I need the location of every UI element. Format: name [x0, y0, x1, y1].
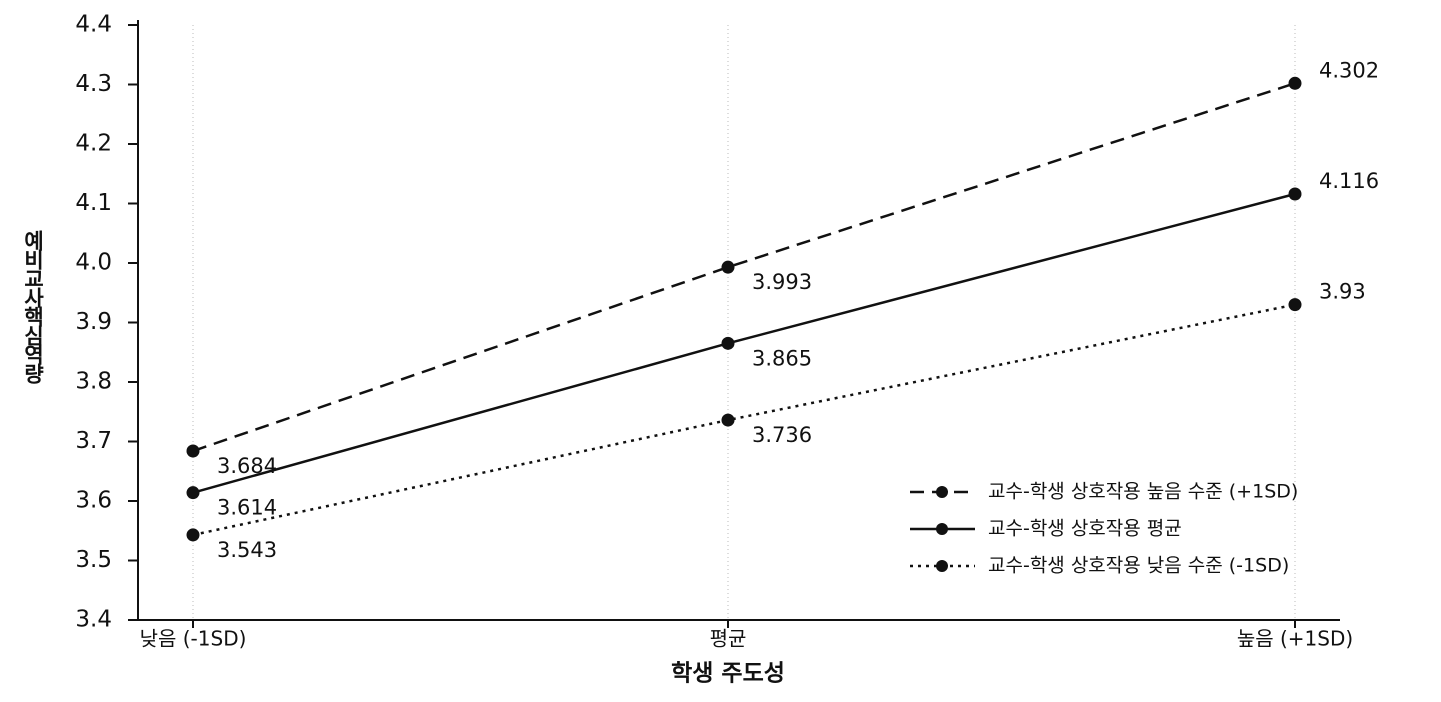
y-tick-label: 4.4 — [75, 12, 112, 38]
y-tick-label: 3.9 — [75, 309, 112, 335]
point — [1288, 76, 1302, 90]
point — [186, 444, 200, 458]
y-tick-label: 4.1 — [75, 190, 112, 216]
point — [186, 486, 200, 500]
point — [721, 336, 735, 350]
series-line — [192, 192, 1296, 494]
y-tick-label: 4.2 — [75, 131, 112, 157]
legend-marker — [936, 486, 948, 498]
data-label: 4.116 — [1319, 169, 1379, 193]
y-tick-label: 4.0 — [75, 250, 112, 276]
data-label: 3.543 — [217, 538, 277, 562]
x-tick-label: 평균 — [710, 627, 747, 651]
y-tick-label: 3.4 — [75, 607, 112, 633]
series-line — [192, 82, 1296, 453]
y-tick-label: 3.5 — [75, 547, 112, 573]
point — [186, 528, 200, 542]
y-axis-label: 예비교사핵심역량 — [21, 230, 45, 382]
y-tick-label: 3.7 — [75, 428, 112, 454]
data-label: 3.614 — [217, 496, 277, 520]
y-tick-label: 3.6 — [75, 488, 112, 514]
legend-marker — [936, 523, 948, 535]
y-tick-label: 4.3 — [75, 71, 112, 97]
point — [1288, 298, 1302, 312]
data-label: 4.302 — [1319, 58, 1379, 82]
data-label: 3.865 — [752, 346, 812, 370]
data-label: 3.93 — [1319, 280, 1366, 304]
legend-marker — [936, 560, 948, 572]
legend-label: 교수-학생 상호작용 높음 수준 (+1SD) — [988, 481, 1298, 503]
data-label: 3.993 — [752, 270, 812, 294]
point — [1288, 187, 1302, 201]
legend-label: 교수-학생 상호작용 평균 — [988, 518, 1182, 540]
legend-label: 교수-학생 상호작용 낮음 수준 (-1SD) — [988, 555, 1289, 577]
x-tick-label: 낮음 (-1SD) — [140, 627, 247, 651]
data-label: 3.736 — [752, 423, 812, 447]
x-axis-label: 학생 주도성 — [671, 661, 785, 687]
data-label: 3.684 — [217, 454, 277, 478]
point — [721, 260, 735, 274]
y-tick-label: 3.8 — [75, 369, 112, 395]
point — [721, 413, 735, 427]
x-tick-label: 높음 (+1SD) — [1237, 627, 1353, 651]
